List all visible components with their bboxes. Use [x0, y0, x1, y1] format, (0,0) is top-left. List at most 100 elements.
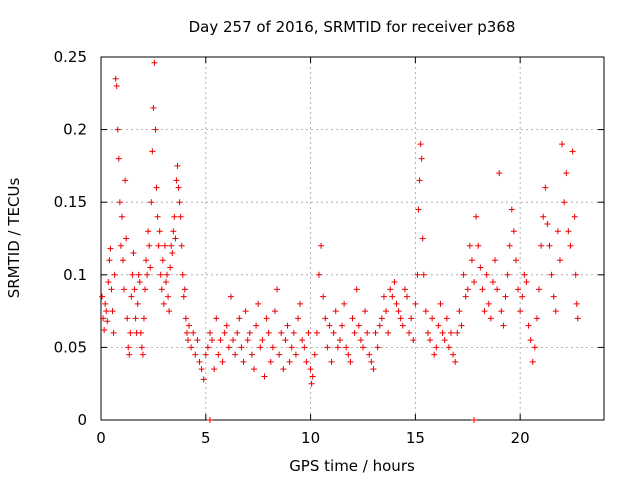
data-point: [215, 351, 222, 358]
data-point: [202, 351, 209, 358]
data-point: [540, 213, 547, 220]
data-point: [565, 228, 572, 235]
data-point: [253, 322, 260, 329]
data-point: [162, 279, 169, 286]
data-point: [299, 337, 306, 344]
data-point: [368, 358, 375, 365]
data-point: [389, 293, 396, 300]
data-point: [406, 329, 413, 336]
data-point: [242, 308, 249, 315]
data-point: [504, 271, 511, 278]
data-point: [419, 235, 426, 242]
data-point: [341, 300, 348, 307]
data-point: [219, 358, 226, 365]
data-point: [391, 279, 398, 286]
data-point: [149, 148, 156, 155]
data-point: [104, 318, 111, 325]
data-point: [246, 329, 253, 336]
data-point: [112, 75, 119, 82]
data-point: [250, 366, 257, 373]
data-point: [132, 315, 139, 322]
data-point: [173, 177, 180, 184]
data-point: [403, 293, 410, 300]
chart-title: Day 257 of 2016, SRMTID for receiver p36…: [189, 18, 516, 36]
data-point: [122, 177, 129, 184]
data-point: [473, 213, 480, 220]
data-point: [177, 213, 184, 220]
data-point: [137, 329, 144, 336]
data-point: [334, 344, 341, 351]
data-point: [328, 358, 335, 365]
data-point: [517, 308, 524, 315]
data-point: [206, 329, 213, 336]
data-point: [192, 351, 199, 358]
data-point: [158, 286, 165, 293]
data-point: [452, 358, 459, 365]
data-point: [204, 344, 211, 351]
data-point: [351, 329, 358, 336]
data-point: [120, 257, 127, 264]
data-point: [295, 315, 302, 322]
data-point: [232, 351, 239, 358]
data-point: [536, 286, 543, 293]
data-point: [359, 344, 366, 351]
data-point: [481, 308, 488, 315]
data-point: [456, 308, 463, 315]
data-point: [174, 162, 181, 169]
data-point: [144, 271, 151, 278]
data-point: [244, 337, 251, 344]
data-point: [176, 199, 183, 206]
data-point: [415, 206, 422, 213]
data-point: [322, 315, 329, 322]
data-point: [538, 242, 545, 249]
data-point: [190, 329, 197, 336]
y-tick-label: 0.15: [54, 193, 87, 211]
data-point: [347, 358, 354, 365]
data-point: [397, 315, 404, 322]
data-point: [234, 329, 241, 336]
data-point: [138, 344, 145, 351]
data-point: [542, 184, 549, 191]
data-point: [284, 322, 291, 329]
data-point: [508, 206, 515, 213]
data-point: [261, 373, 268, 380]
data-point: [412, 300, 419, 307]
data-point: [297, 300, 304, 307]
data-point: [355, 322, 362, 329]
data-point: [372, 329, 379, 336]
data-point: [519, 293, 526, 300]
data-point: [572, 271, 579, 278]
data-point: [127, 329, 134, 336]
data-point: [134, 300, 141, 307]
data-point: [179, 271, 186, 278]
data-point: [483, 271, 490, 278]
data-point: [257, 344, 264, 351]
data-point: [498, 308, 505, 315]
data-point: [106, 257, 113, 264]
data-point: [230, 337, 237, 344]
data-point: [156, 228, 163, 235]
data-point: [492, 257, 499, 264]
data-point: [387, 286, 394, 293]
data-point: [183, 329, 190, 336]
data-point: [458, 322, 465, 329]
data-point: [114, 126, 121, 133]
data-point: [477, 264, 484, 271]
data-point: [567, 242, 574, 249]
data-point: [223, 322, 230, 329]
data-point: [313, 329, 320, 336]
data-point: [267, 358, 274, 365]
data-point: [468, 257, 475, 264]
data-point: [349, 315, 356, 322]
data-point: [227, 293, 234, 300]
data-point: [471, 417, 478, 423]
data-point: [269, 344, 276, 351]
data-point: [140, 315, 147, 322]
data-point: [376, 322, 383, 329]
data-point: [401, 286, 408, 293]
data-point: [422, 308, 429, 315]
data-point: [441, 337, 448, 344]
data-point: [196, 358, 203, 365]
data-point: [206, 417, 213, 423]
